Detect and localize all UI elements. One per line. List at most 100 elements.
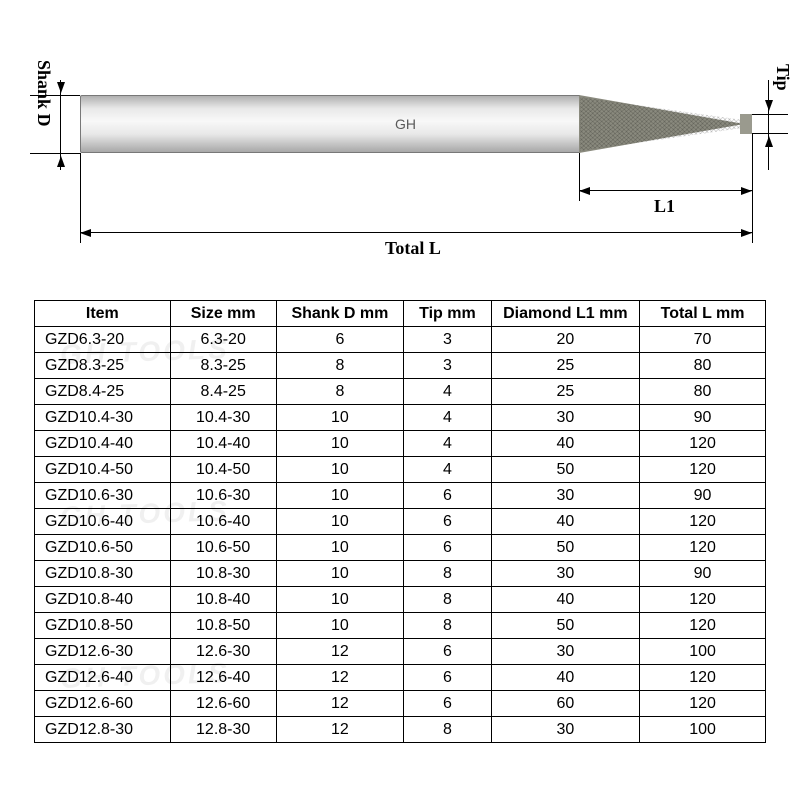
table-cell: 4 [404, 379, 491, 405]
table-cell: 3 [404, 327, 491, 353]
table-cell: 60 [491, 691, 639, 717]
table-cell: 120 [640, 431, 766, 457]
col-tip: Tip mm [404, 301, 491, 327]
table-cell: 20 [491, 327, 639, 353]
table-cell: 40 [491, 587, 639, 613]
table-cell: 12 [276, 717, 404, 743]
table-cell: 90 [640, 561, 766, 587]
table-cell: 10.6-50 [170, 535, 276, 561]
table-cell: GZD10.4-50 [35, 457, 171, 483]
table-cell: 10.8-50 [170, 613, 276, 639]
table-row: GZD10.8-4010.8-4010840120 [35, 587, 766, 613]
table-cell: 40 [491, 431, 639, 457]
table-cell: 10.4-30 [170, 405, 276, 431]
table-cell: 12.6-30 [170, 639, 276, 665]
table-cell: 10 [276, 405, 404, 431]
table-cell: 12.6-40 [170, 665, 276, 691]
table-cell: GZD10.8-50 [35, 613, 171, 639]
table-cell: 8 [404, 613, 491, 639]
table-cell: 10 [276, 535, 404, 561]
table-cell: 120 [640, 509, 766, 535]
table-cell: 50 [491, 613, 639, 639]
table-cell: 8 [404, 717, 491, 743]
table-row: GZD10.8-3010.8-301083090 [35, 561, 766, 587]
table-cell: 30 [491, 483, 639, 509]
table-cell: GZD10.6-40 [35, 509, 171, 535]
table-cell: 90 [640, 483, 766, 509]
table-cell: 12.8-30 [170, 717, 276, 743]
table-cell: 80 [640, 379, 766, 405]
table-cell: 6 [404, 639, 491, 665]
table-cell: GZD8.3-25 [35, 353, 171, 379]
table-cell: 10.6-40 [170, 509, 276, 535]
tip-label: Tip [772, 64, 793, 91]
gh-watermark-label: GH [395, 116, 416, 132]
table-cell: 10 [276, 483, 404, 509]
table-cell: 70 [640, 327, 766, 353]
table-cell: 8 [276, 353, 404, 379]
table-cell: 4 [404, 457, 491, 483]
table-row: GZD10.4-5010.4-5010450120 [35, 457, 766, 483]
table-cell: 50 [491, 535, 639, 561]
table-row: GZD10.6-5010.6-5010650120 [35, 535, 766, 561]
table-cell: 10 [276, 587, 404, 613]
table-cell: 10 [276, 431, 404, 457]
table-cell: GZD12.8-30 [35, 717, 171, 743]
table-row: GZD10.4-4010.4-4010440120 [35, 431, 766, 457]
table-cell: 8 [276, 379, 404, 405]
table-header-row: Item Size mm Shank D mm Tip mm Diamond L… [35, 301, 766, 327]
table-cell: 120 [640, 535, 766, 561]
col-diamond: Diamond L1 mm [491, 301, 639, 327]
table-cell: GZD10.8-30 [35, 561, 171, 587]
table-cell: 8.3-25 [170, 353, 276, 379]
col-shank: Shank D mm [276, 301, 404, 327]
table-cell: 120 [640, 457, 766, 483]
table-cell: 10 [276, 561, 404, 587]
table-cell: GZD12.6-30 [35, 639, 171, 665]
table-cell: 10.8-30 [170, 561, 276, 587]
table-cell: 8 [404, 561, 491, 587]
table-cell: 30 [491, 561, 639, 587]
table-row: GZD10.8-5010.8-5010850120 [35, 613, 766, 639]
table-cell: GZD10.8-40 [35, 587, 171, 613]
table-cell: 4 [404, 431, 491, 457]
table-row: GZD8.4-258.4-25842580 [35, 379, 766, 405]
table-cell: 100 [640, 717, 766, 743]
table-row: GZD12.6-4012.6-4012640120 [35, 665, 766, 691]
col-total: Total L mm [640, 301, 766, 327]
spec-table: Item Size mm Shank D mm Tip mm Diamond L… [34, 300, 766, 743]
table-cell: 12 [276, 691, 404, 717]
table-cell: 50 [491, 457, 639, 483]
col-item: Item [35, 301, 171, 327]
table-cell: 12 [276, 665, 404, 691]
table-cell: 12 [276, 639, 404, 665]
table-cell: 10.8-40 [170, 587, 276, 613]
table-cell: 8 [404, 587, 491, 613]
table-cell: GZD10.4-40 [35, 431, 171, 457]
table-cell: 40 [491, 509, 639, 535]
total-l-label: Total L [385, 238, 441, 259]
table-cell: 4 [404, 405, 491, 431]
table-cell: 30 [491, 639, 639, 665]
table-cell: 10.4-40 [170, 431, 276, 457]
col-size: Size mm [170, 301, 276, 327]
table-cell: GZD10.6-30 [35, 483, 171, 509]
table-row: GZD10.6-3010.6-301063090 [35, 483, 766, 509]
table-cell: 120 [640, 613, 766, 639]
table-row: GZD8.3-258.3-25832580 [35, 353, 766, 379]
table-cell: 10 [276, 613, 404, 639]
table-cell: 30 [491, 405, 639, 431]
table-cell: 10 [276, 457, 404, 483]
table-cell: 6 [404, 483, 491, 509]
table-cell: 90 [640, 405, 766, 431]
table-cell: 6 [404, 535, 491, 561]
table-row: GZD12.8-3012.8-3012830100 [35, 717, 766, 743]
table-cell: 100 [640, 639, 766, 665]
table-cell: 12.6-60 [170, 691, 276, 717]
table-cell: 6 [276, 327, 404, 353]
table-cell: GZD10.4-30 [35, 405, 171, 431]
table-cell: GZD10.6-50 [35, 535, 171, 561]
table-cell: 6 [404, 691, 491, 717]
table-cell: GZD12.6-40 [35, 665, 171, 691]
table-cell: GZD8.4-25 [35, 379, 171, 405]
